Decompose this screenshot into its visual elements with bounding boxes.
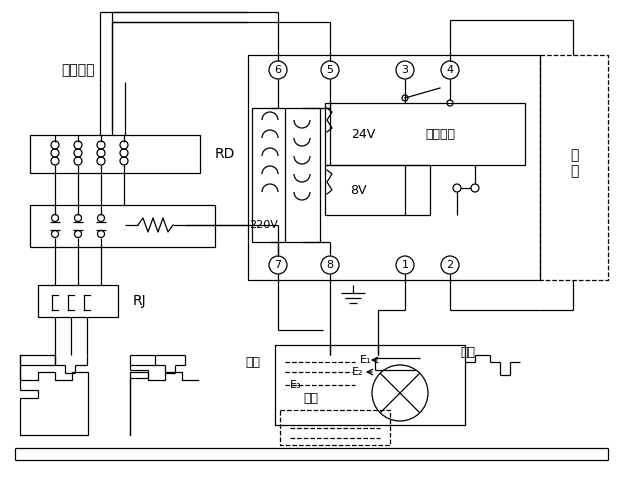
Text: E₁: E₁: [360, 355, 371, 365]
Text: E₂: E₂: [352, 367, 363, 377]
Text: 4: 4: [446, 65, 454, 75]
Text: 1: 1: [402, 260, 409, 270]
Text: 220V: 220V: [249, 220, 279, 230]
Text: 三相电源: 三相电源: [61, 63, 95, 77]
Text: E₃: E₃: [290, 380, 301, 390]
Text: 起动: 起动: [246, 356, 261, 368]
Text: 水源: 水源: [303, 392, 318, 405]
Text: 8V: 8V: [350, 183, 366, 197]
Text: 3: 3: [402, 65, 409, 75]
Text: 2: 2: [446, 260, 454, 270]
Text: 24V: 24V: [351, 127, 375, 140]
Text: 5: 5: [326, 65, 334, 75]
Text: 停止: 停止: [460, 346, 475, 359]
Text: 排
水: 排 水: [570, 148, 578, 178]
Text: RJ: RJ: [133, 294, 147, 308]
Text: 控制回路: 控制回路: [425, 127, 455, 140]
Text: 7: 7: [274, 260, 282, 270]
Text: 6: 6: [274, 65, 282, 75]
Text: RD: RD: [215, 147, 235, 161]
Text: 8: 8: [326, 260, 334, 270]
